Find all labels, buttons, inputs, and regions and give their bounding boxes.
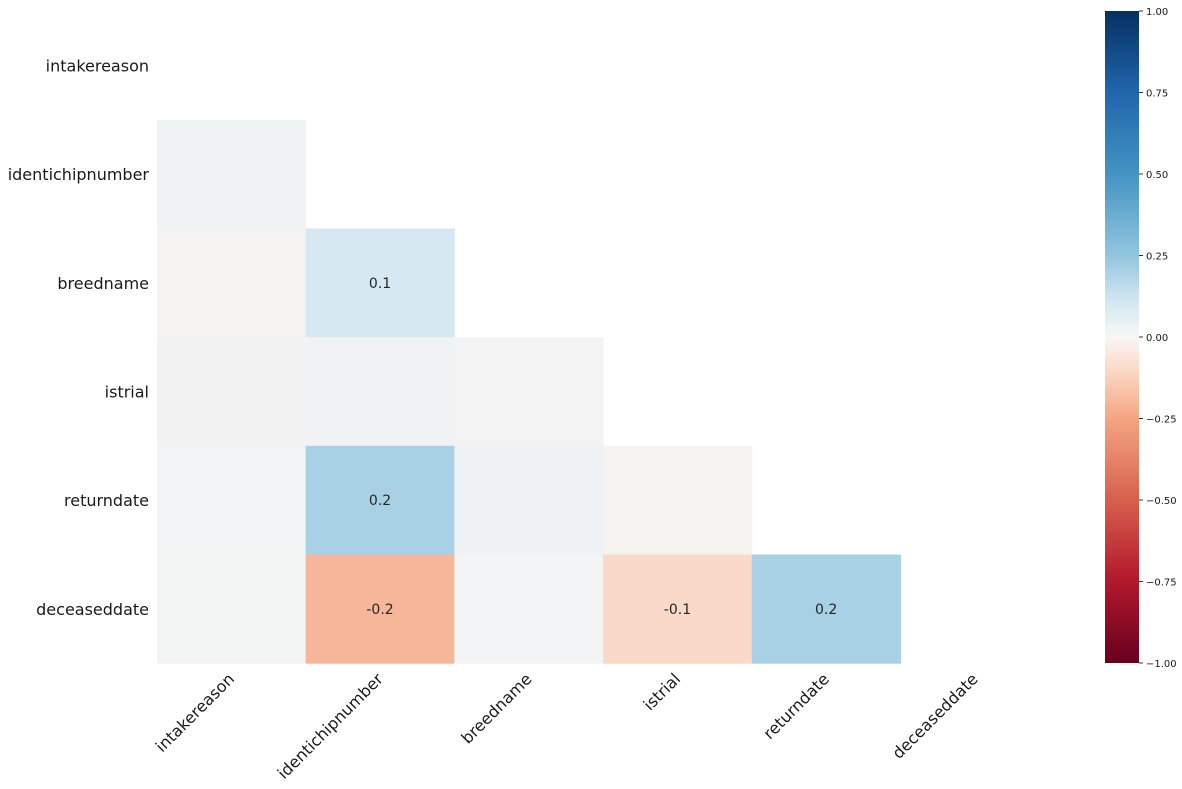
cell-value-label: 0.1 bbox=[369, 276, 391, 292]
colorbar-tick-label: 0.50 bbox=[1146, 170, 1168, 181]
cell-value-label: 0.2 bbox=[369, 493, 391, 509]
heatmap-cells bbox=[157, 119, 901, 664]
heatmap-cell-deceaseddate-returndate bbox=[751, 554, 901, 664]
cell-value-label: -0.2 bbox=[366, 602, 393, 618]
colorbar-tick-label: −1.00 bbox=[1146, 659, 1177, 670]
heatmap-cell-labels: 0.1 0.2 -0.2 -0.1 0.2 bbox=[366, 276, 837, 618]
colorbar-gradient bbox=[1105, 11, 1139, 663]
heatmap-cell-returndate-istrial bbox=[603, 445, 753, 555]
heatmap-cell-deceaseddate-breedname bbox=[454, 554, 604, 664]
y-tick-label-deceaseddate: deceaseddate bbox=[36, 600, 149, 619]
y-tick-label-breedname: breedname bbox=[57, 274, 149, 293]
x-tick-label-identichipnumber: identichipnumber bbox=[274, 669, 388, 783]
heatmap-cell-returndate-breedname bbox=[454, 445, 604, 555]
heatmap-cell-istrial-intakereason bbox=[157, 337, 307, 447]
heatmap-cell-istrial-identichipnumber bbox=[305, 337, 455, 447]
x-tick-label-breedname: breedname bbox=[457, 669, 535, 747]
cell-value-label: 0.2 bbox=[815, 602, 837, 618]
colorbar-tick-label: 1.00 bbox=[1146, 7, 1168, 18]
heatmap-cell-returndate-identichipnumber bbox=[305, 445, 455, 555]
y-tick-label-identichipnumber: identichipnumber bbox=[8, 165, 150, 184]
heatmap-cell-istrial-breedname bbox=[454, 337, 604, 447]
x-tick-label-returndate: returndate bbox=[759, 669, 833, 743]
colorbar-tick-label: −0.75 bbox=[1146, 578, 1177, 589]
heatmap-cell-deceaseddate-intakereason bbox=[157, 554, 307, 664]
heatmap-cell-deceaseddate-istrial bbox=[603, 554, 753, 664]
heatmap-cell-deceaseddate-identichipnumber bbox=[305, 554, 455, 664]
colorbar-ticks: 1.00 0.75 0.50 0.25 0.00 −0.25 −0.50 −0.75 −1.00 bbox=[1139, 7, 1177, 670]
x-axis-tick-labels: intakereason identichipnumber breedname ist… bbox=[152, 669, 982, 783]
colorbar-tick-label: −0.25 bbox=[1146, 415, 1177, 426]
x-tick-label-istrial: istrial bbox=[639, 669, 684, 714]
y-tick-label-intakereason: intakereason bbox=[46, 56, 149, 75]
cell-value-label: -0.1 bbox=[664, 602, 691, 618]
heatmap-cell-breedname-identichipnumber bbox=[305, 228, 455, 338]
colorbar-tick-label: 0.00 bbox=[1146, 333, 1168, 344]
x-tick-label-intakereason: intakereason bbox=[152, 669, 239, 756]
heatmap-cell-identichipnumber-intakereason bbox=[157, 119, 307, 229]
x-tick-label-deceaseddate: deceaseddate bbox=[888, 669, 981, 762]
heatmap-cell-breedname-intakereason bbox=[157, 228, 307, 338]
colorbar-tick-label: 0.75 bbox=[1146, 89, 1168, 100]
heatmap-cell-returndate-intakereason bbox=[157, 445, 307, 555]
y-tick-label-returndate: returndate bbox=[64, 491, 149, 510]
y-axis-tick-labels: intakereason identichipnumber breedname ist… bbox=[8, 56, 150, 619]
y-tick-label-istrial: istrial bbox=[105, 382, 149, 401]
colorbar bbox=[1105, 11, 1139, 663]
colorbar-tick-label: −0.50 bbox=[1146, 496, 1177, 507]
colorbar-tick-label: 0.25 bbox=[1146, 252, 1168, 263]
